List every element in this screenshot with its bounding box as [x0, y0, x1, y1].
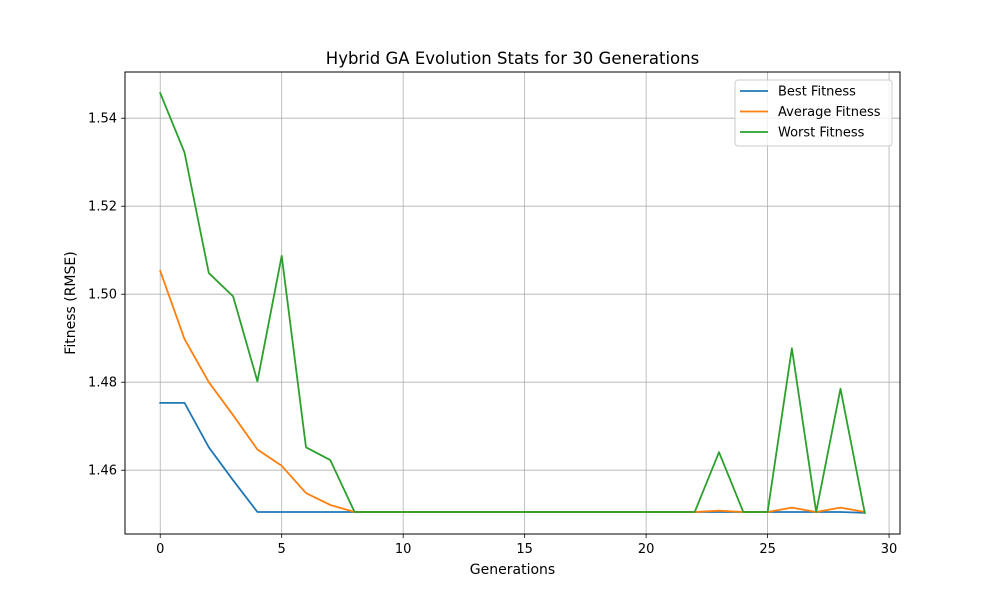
y-tick-label: 1.52: [88, 200, 117, 215]
legend-box: [734, 79, 893, 147]
grid: [125, 72, 900, 534]
x-tick-label: 10: [395, 542, 412, 557]
legend-label-average-fitness: Average Fitness: [778, 105, 881, 120]
y-tick-label: 1.48: [88, 376, 117, 391]
x-tick-label: 0: [156, 542, 164, 557]
series-line-average-fitness: [159, 269, 866, 514]
legend-label-worst-fitness: Worst Fitness: [778, 126, 865, 141]
chart-title: Hybrid GA Evolution Stats for 30 Generat…: [326, 49, 699, 68]
x-tick-label: 20: [638, 542, 655, 557]
x-tick-label: 15: [516, 542, 533, 557]
x-tick-label: 5: [278, 542, 286, 557]
y-tick-label: 1.50: [88, 288, 117, 303]
series-line-worst-fitness: [159, 91, 866, 514]
y-tick-label: 1.54: [88, 112, 117, 127]
legend-label-best-fitness: Best Fitness: [778, 85, 856, 100]
plot-area-frame: [124, 71, 901, 535]
x-axis-label: Generations: [470, 562, 555, 578]
x-tick-label: 30: [881, 542, 898, 557]
y-tick-label: 1.46: [88, 464, 117, 479]
x-tick-label: 25: [759, 542, 776, 557]
y-axis-label: Fitness (RMSE): [63, 251, 79, 354]
legend: Best Fitness Average Fitness Worst Fitness: [734, 79, 893, 147]
axis-ticks: 0 5 10 15 20 25 30 1.46 1.48 1.50 1.52 1.54: [88, 112, 897, 557]
series-lines: [159, 91, 866, 514]
series-line-best-fitness: [159, 401, 866, 514]
